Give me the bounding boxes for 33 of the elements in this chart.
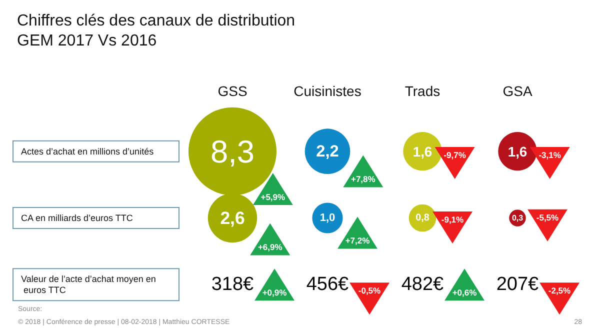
category-label: CA en milliards d’euros TTC <box>21 213 133 223</box>
text: GEM 2017 Vs 2016 <box>17 32 157 50</box>
data-label: +6,9% <box>258 242 283 252</box>
data-label: -3,1% <box>538 150 562 160</box>
data-label: +7,2% <box>345 236 370 246</box>
data-label: +0,6% <box>452 288 478 298</box>
data-label: 1,6 <box>508 143 528 160</box>
category-label: Cuisinistes <box>294 83 362 99</box>
data-label: 8,3 <box>210 133 255 170</box>
category-label: GSA <box>502 83 533 99</box>
data-label: 0,8 <box>416 212 430 224</box>
data-label: 318€ <box>211 274 254 296</box>
data-label: 0,3 <box>512 214 524 222</box>
data-label: -2,5% <box>548 286 572 296</box>
category-label: GSS <box>218 83 248 99</box>
data-label: 207€ <box>496 274 540 296</box>
data-label: -9,1% <box>441 214 464 224</box>
category-label: Valeur de l’acte d’achat moyen en euros TTC <box>21 274 156 296</box>
data-label: 2,2 <box>316 142 339 160</box>
data-label: 1,0 <box>320 212 336 224</box>
data-label: 482€ <box>401 274 444 296</box>
data-label: -5,5% <box>536 212 560 222</box>
data-label: 2,6 <box>220 208 245 228</box>
category-label: Actes d’achat en millions d’unités <box>21 146 154 156</box>
category-label: Trads <box>404 83 440 99</box>
data-label: +7,8% <box>350 174 376 184</box>
data-label: +5,9% <box>260 192 286 202</box>
data-label: 456€ <box>306 274 350 296</box>
data-label: +0,9% <box>262 288 288 298</box>
data-label: -9,7% <box>444 150 466 160</box>
text: Chiffres clés des canaux de distribution <box>17 12 296 30</box>
data-label: 1,6 <box>412 143 432 160</box>
data-label: -0,5% <box>358 286 382 296</box>
